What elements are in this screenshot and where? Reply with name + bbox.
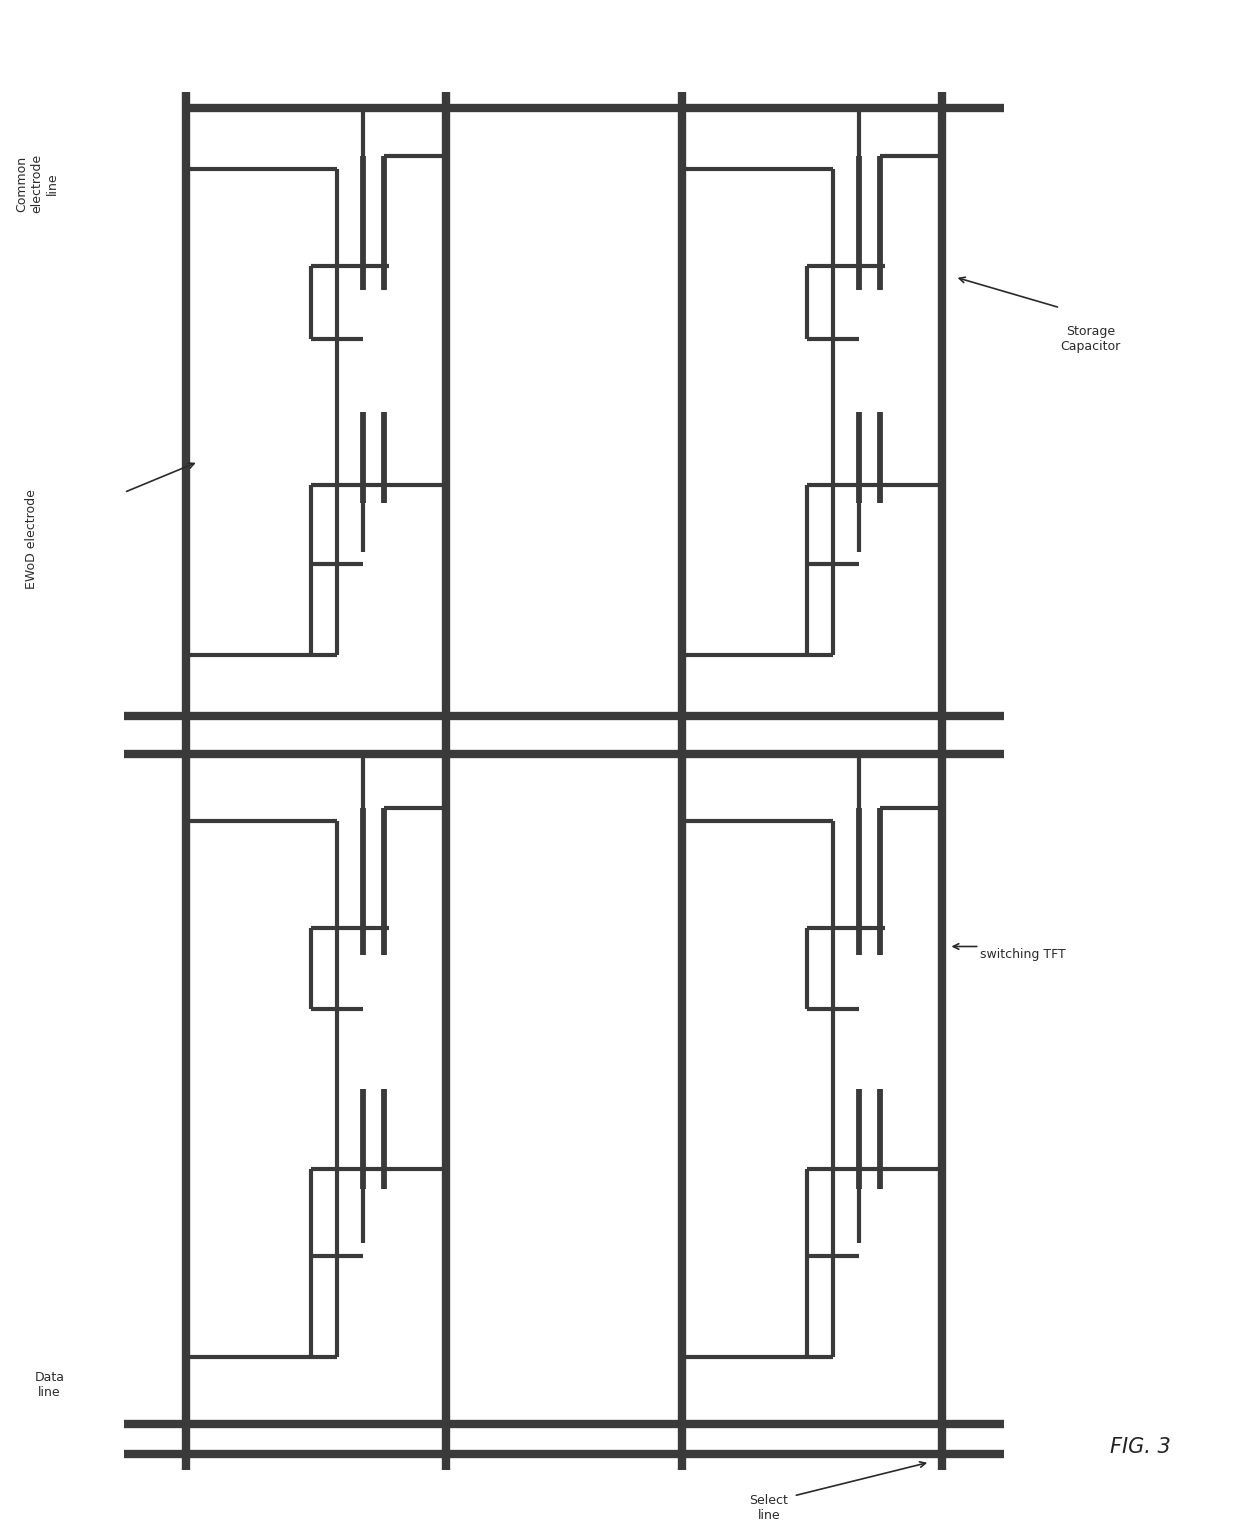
Text: EWoD electrode: EWoD electrode xyxy=(25,489,37,588)
Text: Storage
Capacitor: Storage Capacitor xyxy=(1060,325,1121,352)
Text: switching TFT: switching TFT xyxy=(980,948,1065,960)
Text: Data
line: Data line xyxy=(35,1371,64,1399)
Text: FIG. 3: FIG. 3 xyxy=(1111,1437,1171,1456)
Text: Select
line: Select line xyxy=(749,1494,789,1522)
Text: Common
electrode
line: Common electrode line xyxy=(16,154,58,212)
